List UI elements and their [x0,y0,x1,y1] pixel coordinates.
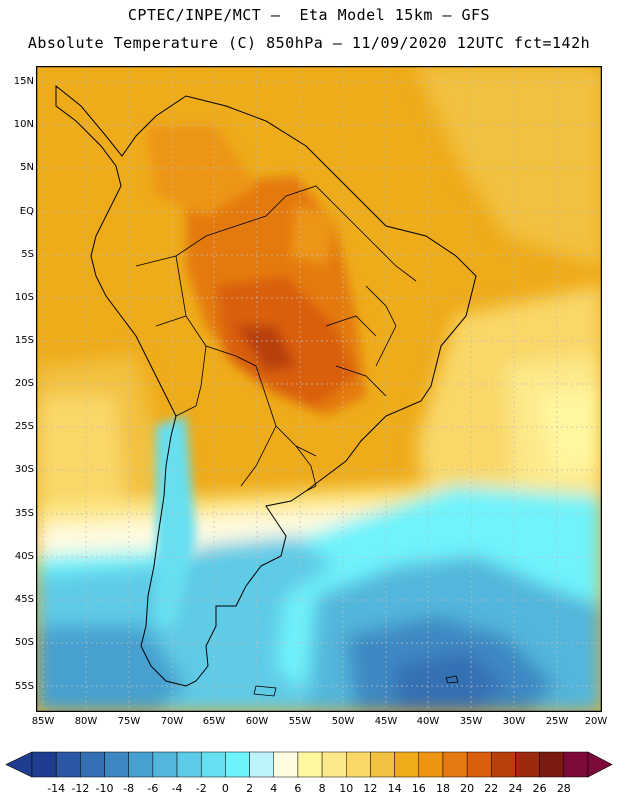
field-core-red [236,326,296,371]
colorbar-tick-label: 4 [270,782,278,795]
colorbar-tick-label: 24 [508,782,523,795]
colorbar-left-arrow [5,751,33,778]
field-ne-ocean [416,66,602,266]
lat-label: 10N [13,119,34,130]
lat-label: 30S [14,464,34,475]
colorbar-tick-label: -6 [147,782,159,795]
colorbar-tick-label: -14 [47,782,66,795]
colorbar-tick-label: 22 [484,782,499,795]
colorbar-swatch [80,751,105,778]
lat-label: 5N [20,162,34,173]
colorbar-tick-label: 16 [411,782,426,795]
colorbar-tick-label: -12 [71,782,90,795]
lon-label: 50W [331,716,355,727]
colorbar-tick-label: 12 [363,782,378,795]
field-north-orange [146,126,256,216]
field-southwest-blue [36,626,186,712]
colorbar-swatch [152,751,178,778]
colorbar-strip [5,751,613,778]
south-america-coastline [55,84,477,687]
colorbar-swatch [466,751,492,778]
colorbar [0,748,618,800]
colorbar-swatch [31,751,57,778]
colorbar-swatch [370,751,395,778]
map-canvas [35,65,603,713]
lat-label: 20S [14,378,34,389]
field-east-lightyellow [536,386,602,476]
lat-label: 5S [21,249,34,260]
lat-label: 15S [14,335,34,346]
colorbar-swatch [225,751,250,778]
colorbar-swatch [200,751,226,778]
colorbar-swatch [321,751,347,778]
colorbar-swatch [55,751,81,778]
lon-label: 75W [117,716,141,727]
field-south-blue3 [396,651,506,712]
colorbar-tick-label: 14 [387,782,402,795]
lat-label: 55S [14,681,34,692]
colorbar-tick-label: 18 [435,782,450,795]
colorbar-right-arrow [587,751,613,778]
colorbar-tick-label: 10 [339,782,354,795]
falklands [253,685,277,697]
colorbar-swatch [539,751,565,778]
colorbar-tick-label: -4 [171,782,183,795]
lat-label: EQ [19,206,34,217]
lon-label: 65W [202,716,226,727]
colorbar-swatch [394,751,420,778]
colorbar-tick-label: -2 [195,782,207,795]
lat-label: 10S [14,292,34,303]
field-west-paleyellow [36,396,126,516]
colorbar-tick-label: 8 [318,782,326,795]
colorbar-swatch [563,751,589,778]
field-title: Absolute Temperature (C) 850hPa — 11/09/… [27,34,591,52]
lon-label: 80W [74,716,98,727]
colorbar-tick-label: 28 [556,782,571,795]
lon-label: 25W [545,716,569,727]
lat-label: 40S [14,551,34,562]
colorbar-swatch [346,751,371,778]
temperature-field [36,66,602,712]
colorbar-swatch [491,751,516,778]
lon-label: 60W [245,716,269,727]
lon-label: 35W [459,716,483,727]
colorbar-swatch [418,751,444,778]
lat-label: 50S [14,637,34,648]
colorbar-swatch [249,751,274,778]
lon-label: 40W [416,716,440,727]
south-georgia [445,675,459,684]
colorbar-tick-label: 6 [294,782,302,795]
lat-label: 45S [14,594,34,605]
map-frame [35,65,603,713]
colorbar-tick-label: -8 [123,782,135,795]
temperature-map [35,65,603,713]
lon-label: 70W [160,716,184,727]
lon-label: 55W [288,716,312,727]
colorbar-swatch [515,751,540,778]
colorbar-tick-label: 0 [221,782,229,795]
country-borders [135,185,417,492]
field-amazon-north [291,206,336,266]
colorbar-tick-label: 26 [532,782,547,795]
colorbar-tick-label: 2 [246,782,254,795]
graticule [36,66,602,712]
lon-label: 30W [502,716,526,727]
lon-label: 45W [374,716,398,727]
lon-label: 20W [584,716,608,727]
colorbar-swatch [297,751,323,778]
colorbar-swatch [128,751,154,778]
lat-label: 15N [13,76,34,87]
lat-label: 25S [14,421,34,432]
colorbar-swatch [176,751,202,778]
colorbar-swatch [442,751,468,778]
colorbar-tick-label: -10 [95,782,114,795]
lon-label: 85W [31,716,55,727]
colorbar-swatch [273,751,299,778]
lat-label: 35S [14,508,34,519]
model-title: CPTEC/INPE/MCT — Eta Model 15km — GFS [127,6,491,24]
colorbar-swatch [104,751,129,778]
colorbar-tick-label: 20 [460,782,475,795]
